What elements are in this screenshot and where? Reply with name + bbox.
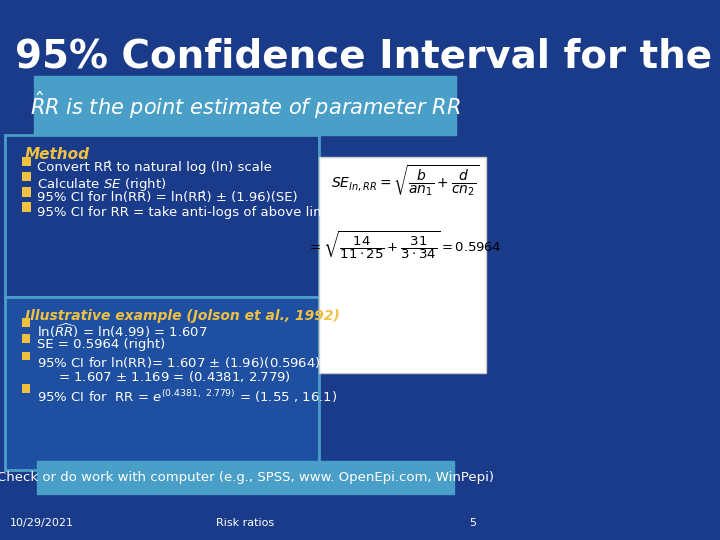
Text: 95% CI for RR = take anti-logs of above limits: 95% CI for RR = take anti-logs of above … [37, 206, 342, 219]
Text: ln($\widehat{RR}$) = ln(4.99) = 1.607: ln($\widehat{RR}$) = ln(4.99) = 1.607 [37, 322, 207, 341]
Bar [22, 334, 30, 343]
Text: Method: Method [24, 147, 89, 162]
Text: 95% CI for  RR = $e^{(0.4381,\ 2.779)}$ = (1.55 , 16.1): 95% CI for RR = $e^{(0.4381,\ 2.779)}$ =… [37, 388, 337, 404]
Text: 95% CI for ln(RR)= 1.607 $\pm$ (1.96)(0.5964): 95% CI for ln(RR)= 1.607 $\pm$ (1.96)(0.… [37, 355, 320, 370]
Bar [22, 187, 31, 197]
FancyBboxPatch shape [319, 157, 486, 373]
Bar [22, 172, 31, 181]
Text: Convert RR̂ to natural log (ln) scale: Convert RR̂ to natural log (ln) scale [37, 161, 271, 174]
Bar [22, 352, 30, 360]
Text: Illustrative example (Jolson et al., 1992): Illustrative example (Jolson et al., 199… [24, 309, 339, 323]
Text: 95% CI for ln(RR) = ln(RR̂) ± (1.96)(SE): 95% CI for ln(RR) = ln(RR̂) ± (1.96)(SE) [37, 191, 297, 204]
Text: Calculate $SE$ (right): Calculate $SE$ (right) [37, 176, 166, 193]
Text: Risk ratios: Risk ratios [216, 518, 274, 528]
Text: 10/29/2021: 10/29/2021 [10, 518, 74, 528]
Text: $\hat{R}R$ is the point estimate of parameter $RR$: $\hat{R}R$ is the point estimate of para… [30, 90, 461, 121]
FancyBboxPatch shape [35, 76, 456, 135]
Text: SE = 0.5964 (right): SE = 0.5964 (right) [37, 338, 165, 351]
FancyBboxPatch shape [37, 461, 454, 494]
Text: = 1.607 $\pm$ 1.169 = (0.4381, 2.779): = 1.607 $\pm$ 1.169 = (0.4381, 2.779) [37, 369, 291, 384]
Text: $= \sqrt{\dfrac{14}{11 \cdot 25} + \dfrac{31}{3 \cdot 34}} = 0.5964$: $= \sqrt{\dfrac{14}{11 \cdot 25} + \dfra… [307, 230, 502, 262]
Bar [22, 202, 31, 212]
FancyBboxPatch shape [5, 297, 319, 470]
Text: $SE_{ln,RR} = \sqrt{\dfrac{b}{an_1} + \dfrac{d}{cn_2}}$: $SE_{ln,RR} = \sqrt{\dfrac{b}{an_1} + \d… [330, 164, 479, 198]
Bar [22, 384, 30, 393]
Text: 5: 5 [469, 518, 476, 528]
Text: Check or do work with computer (e.g., SPSS, www. OpenEpi.com, WinPepi): Check or do work with computer (e.g., SP… [0, 471, 494, 484]
Bar [22, 318, 30, 327]
Text: 95% Confidence Interval for the RR: 95% Confidence Interval for the RR [14, 38, 720, 76]
FancyBboxPatch shape [5, 135, 319, 297]
Bar [22, 157, 31, 166]
